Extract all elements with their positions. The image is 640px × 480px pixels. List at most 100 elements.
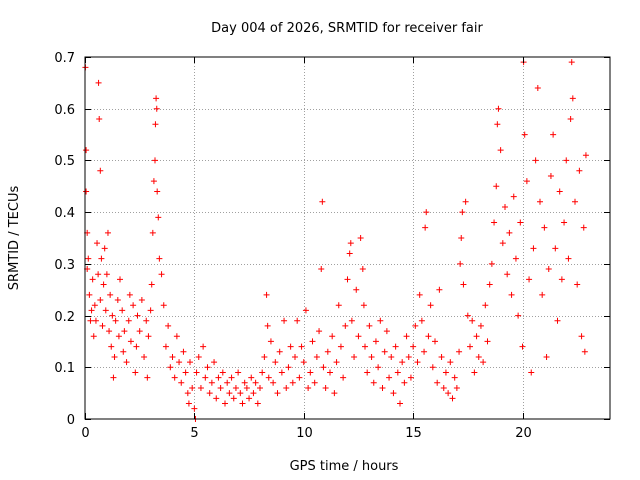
- x-axis-label: GPS time / hours: [290, 459, 399, 474]
- data-point: [504, 271, 511, 278]
- data-point: [517, 219, 524, 226]
- data-point: [567, 116, 574, 123]
- data-point: [121, 328, 128, 335]
- y-tick-label: 0.6: [54, 103, 75, 118]
- data-point: [104, 229, 111, 236]
- data-point: [459, 209, 466, 216]
- data-point: [86, 291, 93, 298]
- data-point: [319, 198, 326, 205]
- data-point: [434, 379, 441, 386]
- data-point: [519, 343, 526, 350]
- data-point: [270, 379, 277, 386]
- data-point: [372, 338, 379, 345]
- data-point: [232, 384, 239, 391]
- data-point: [152, 121, 159, 128]
- data-point: [281, 317, 288, 324]
- data-point: [453, 384, 460, 391]
- chart-title: Day 004 of 2026, SRMTID for receiver fai…: [211, 21, 483, 36]
- data-point: [145, 333, 152, 340]
- y-tick-label: 0.7: [54, 51, 75, 66]
- data-point: [153, 105, 160, 112]
- data-point: [206, 390, 213, 397]
- data-point: [144, 374, 151, 381]
- data-point: [173, 333, 180, 340]
- data-point: [243, 384, 250, 391]
- data-point: [99, 322, 106, 329]
- data-point: [149, 229, 156, 236]
- data-point: [107, 291, 114, 298]
- data-point: [438, 353, 445, 360]
- data-point: [333, 359, 340, 366]
- data-point: [197, 384, 204, 391]
- data-point: [130, 302, 137, 309]
- data-point: [302, 307, 309, 314]
- data-point: [87, 317, 94, 324]
- data-point: [482, 302, 489, 309]
- data-point: [351, 353, 358, 360]
- data-point: [117, 276, 123, 283]
- data-point: [123, 359, 130, 366]
- data-point: [436, 286, 443, 293]
- data-point: [115, 333, 122, 340]
- data-point: [132, 369, 139, 376]
- data-point: [292, 353, 298, 360]
- data-point: [158, 271, 165, 278]
- data-point: [464, 312, 471, 319]
- data-point: [204, 364, 211, 371]
- data-point: [432, 338, 438, 345]
- data-point: [311, 379, 318, 386]
- data-point: [578, 333, 585, 340]
- data-point: [309, 338, 316, 345]
- data-point: [283, 384, 290, 391]
- data-point: [237, 390, 244, 397]
- data-point: [394, 369, 401, 376]
- data-point: [497, 147, 504, 154]
- data-point: [97, 297, 104, 304]
- data-point: [217, 384, 224, 391]
- x-axis-ticks: 0 5 10 15 20: [81, 57, 532, 441]
- data-point: [494, 121, 501, 128]
- data-point: [109, 312, 116, 319]
- data-point: [523, 178, 530, 185]
- data-point: [421, 348, 428, 355]
- data-point: [91, 302, 98, 309]
- data-point: [127, 338, 134, 345]
- data-point: [471, 369, 478, 376]
- data-point: [111, 353, 118, 360]
- data-point: [401, 379, 408, 386]
- data-point: [327, 369, 333, 376]
- data-point: [510, 193, 517, 200]
- data-point: [184, 390, 191, 397]
- data-point: [222, 400, 228, 407]
- data-point: [442, 369, 449, 376]
- data-point: [565, 255, 572, 262]
- data-point: [368, 353, 375, 360]
- data-point: [521, 131, 528, 138]
- data-point: [379, 384, 386, 391]
- data-point: [143, 317, 150, 324]
- data-point: [403, 333, 410, 340]
- data-point: [316, 328, 323, 335]
- data-point: [458, 235, 465, 241]
- data-point: [397, 400, 403, 407]
- data-point: [364, 369, 371, 376]
- data-point: [95, 271, 102, 278]
- data-point: [296, 374, 303, 381]
- y-tick-label: 0.1: [54, 361, 75, 376]
- data-point: [90, 333, 97, 340]
- data-point: [276, 348, 283, 355]
- data-point: [88, 307, 95, 314]
- data-point: [241, 379, 248, 386]
- data-point: [250, 390, 257, 397]
- data-point: [556, 188, 563, 195]
- data-point: [399, 359, 406, 366]
- data-point: [569, 95, 576, 102]
- data-point: [187, 359, 193, 366]
- data-point: [259, 369, 266, 376]
- data-point: [558, 276, 565, 283]
- data-point: [537, 198, 543, 205]
- data-point: [160, 302, 167, 309]
- data-point: [278, 369, 285, 376]
- data-point: [120, 348, 127, 355]
